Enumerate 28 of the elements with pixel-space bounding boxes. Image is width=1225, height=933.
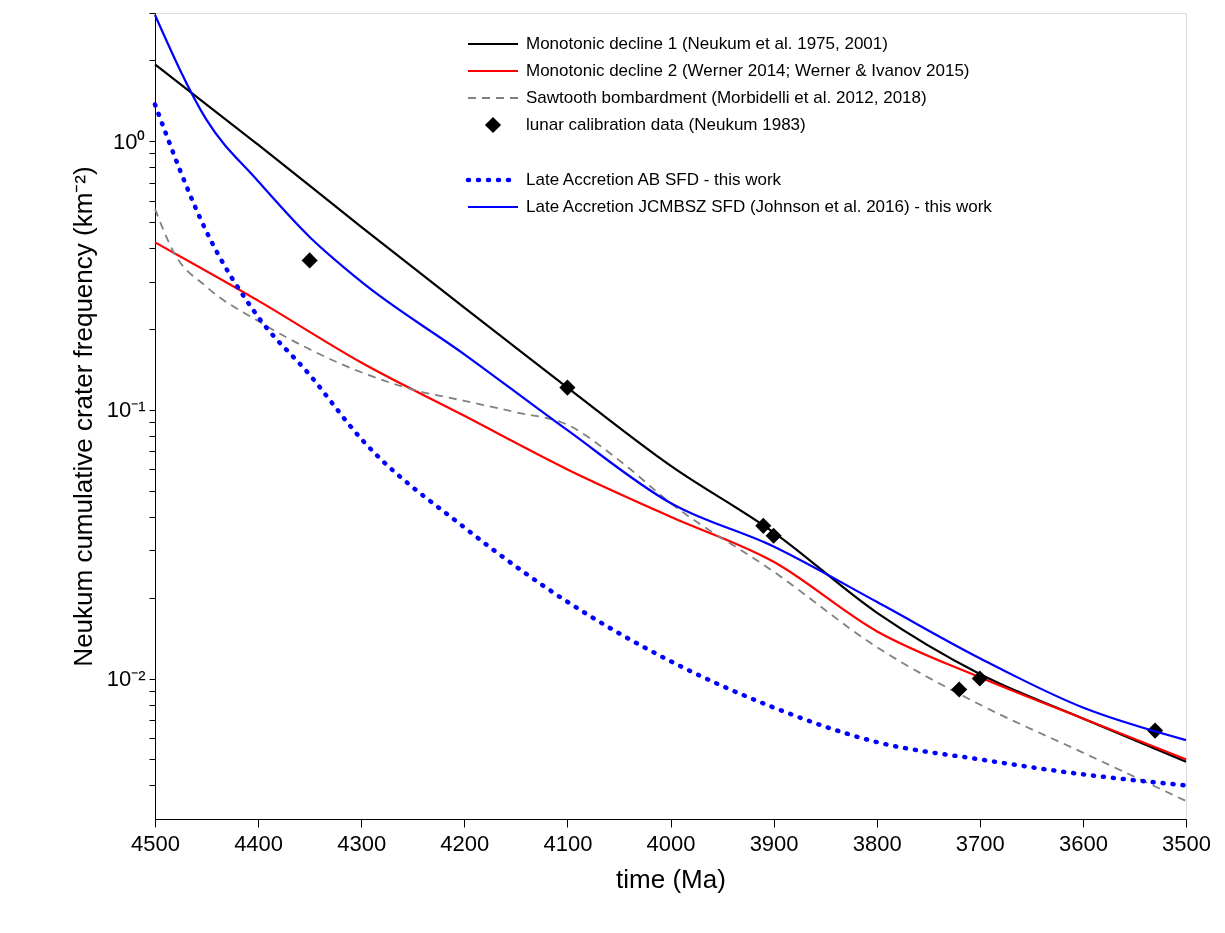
point	[755, 517, 772, 534]
y-axis-title: Neukum cumulative crater frequency (km⁻²)	[67, 166, 98, 667]
x-tick-label: 3700	[955, 830, 1005, 856]
legend-label: Sawtooth bombardment (Morbidelli et al. 2012, 2018)	[526, 88, 927, 107]
y-tick-label: 10⁻¹	[106, 397, 146, 423]
x-tick-label: 4300	[337, 830, 387, 856]
x-tick-label: 4100	[543, 830, 593, 856]
y-tick-label: 10⁻²	[106, 666, 146, 692]
point	[765, 527, 782, 544]
point	[301, 252, 318, 269]
x-tick-label: 3900	[749, 830, 799, 856]
legend-label: Late Accretion AB SFD - this work	[526, 170, 782, 189]
y-tick-label: 10⁰	[113, 128, 146, 154]
x-tick-label: 4400	[234, 830, 284, 856]
x-tick-label: 3800	[852, 830, 902, 856]
x-tick-label: 3600	[1058, 830, 1108, 856]
point	[559, 379, 576, 396]
x-axis-title: time (Ma)	[616, 863, 726, 894]
legend-label: Monotonic decline 2 (Werner 2014; Werner & Ivanov 2015)	[526, 61, 970, 80]
x-tick-label: 4500	[131, 830, 180, 856]
x-tick-label: 3500	[1162, 830, 1211, 856]
x-tick-label: 4000	[646, 830, 696, 856]
legend-label: Late Accretion JCMBSZ SFD (Johnson et al. 2016) - this work	[526, 197, 993, 216]
point	[951, 681, 968, 698]
point	[971, 670, 988, 687]
legend-label: lunar calibration data (Neukum 1983)	[526, 115, 806, 134]
legend-label: Monotonic decline 1 (Neukum et al. 1975, 2001)	[526, 34, 888, 53]
x-tick-label: 4200	[440, 830, 490, 856]
